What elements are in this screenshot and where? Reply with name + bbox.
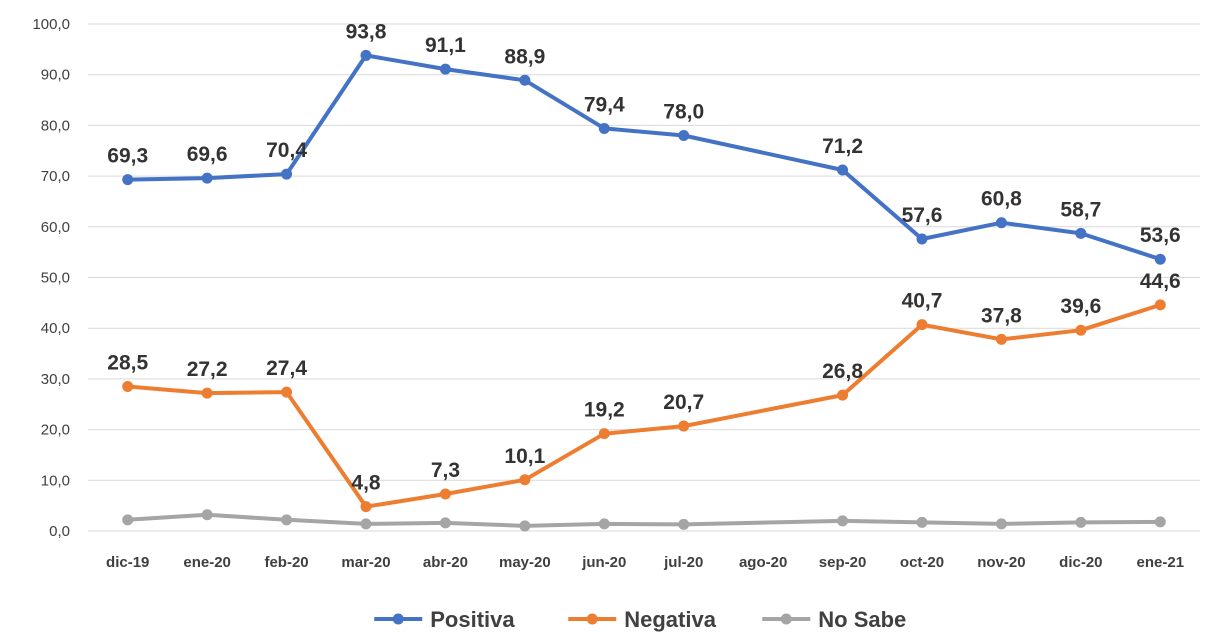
data-point (1075, 324, 1087, 336)
data-label: 44,6 (1140, 270, 1181, 293)
data-point (995, 518, 1007, 530)
data-point (201, 509, 213, 521)
x-tick-label: abr-20 (423, 554, 468, 571)
data-label: 26,8 (822, 360, 863, 383)
data-point (837, 515, 849, 527)
data-label: 28,5 (107, 352, 148, 375)
y-tick-label: 60,0 (41, 219, 70, 236)
data-point (995, 217, 1007, 229)
data-label: 53,6 (1140, 224, 1181, 247)
data-point (598, 428, 610, 440)
data-label: 20,7 (663, 391, 704, 414)
data-label: 58,7 (1060, 198, 1101, 221)
data-label: 69,3 (107, 145, 148, 168)
x-tick-label: feb-20 (264, 554, 308, 571)
data-point (1154, 253, 1166, 265)
data-point (201, 172, 213, 184)
data-label: 7,3 (431, 459, 460, 482)
x-tick-label: sep-20 (819, 554, 867, 571)
y-tick-label: 80,0 (41, 117, 70, 134)
data-point (678, 130, 690, 142)
data-point (281, 386, 293, 398)
data-label: 79,4 (584, 93, 625, 116)
data-label: 4,8 (351, 472, 381, 495)
data-point (598, 518, 610, 530)
data-point (1075, 227, 1087, 239)
data-point (837, 389, 849, 401)
data-label: 69,6 (187, 143, 228, 166)
data-point (122, 514, 134, 526)
series-line (125, 302, 1163, 509)
x-tick-label: nov-20 (977, 554, 1025, 571)
data-label: 88,9 (504, 45, 545, 68)
data-point (1075, 516, 1087, 528)
data-point (1154, 516, 1166, 528)
legend-marker (780, 613, 792, 625)
data-label: 93,8 (346, 20, 387, 43)
data-point (916, 233, 928, 245)
data-label: 57,6 (902, 204, 943, 227)
data-point (519, 74, 531, 86)
data-label: 60,8 (981, 188, 1022, 211)
data-point (519, 520, 531, 532)
legend-marker (586, 613, 598, 625)
data-point (1154, 299, 1166, 311)
data-point (201, 387, 213, 399)
y-tick-label: 0,0 (49, 523, 70, 540)
x-tick-label: dic-20 (1059, 554, 1102, 571)
legend-marker (392, 613, 404, 625)
data-label: 91,1 (425, 34, 466, 57)
data-label: 10,1 (504, 445, 545, 468)
legend-label: Negativa (624, 607, 716, 632)
x-tick-label: mar-20 (341, 554, 390, 571)
data-label: 39,6 (1060, 295, 1101, 318)
data-label: 37,8 (981, 304, 1022, 327)
data-label: 19,2 (584, 399, 625, 422)
y-tick-label: 50,0 (41, 270, 70, 287)
y-tick-label: 70,0 (41, 168, 70, 185)
y-tick-label: 90,0 (41, 67, 70, 84)
data-point (916, 319, 928, 331)
y-tick-label: 20,0 (41, 422, 70, 439)
data-point (678, 518, 690, 530)
data-point (519, 474, 531, 486)
data-point (439, 517, 451, 529)
data-label: 27,2 (187, 358, 228, 381)
data-point (916, 516, 928, 528)
data-point (122, 174, 134, 186)
y-tick-label: 30,0 (41, 371, 70, 388)
legend-label: No Sabe (818, 607, 906, 632)
data-label: 40,7 (902, 290, 943, 313)
x-tick-label: ene-20 (183, 554, 231, 571)
data-point (678, 420, 690, 432)
y-tick-label: 40,0 (41, 320, 70, 337)
x-tick-label: jul-20 (663, 554, 703, 571)
x-tick-label: may-20 (499, 554, 551, 571)
y-tick-label: 10,0 (41, 472, 70, 489)
data-point (439, 63, 451, 75)
data-point (360, 518, 372, 530)
data-point (439, 488, 451, 500)
x-tick-label: jun-20 (581, 554, 626, 571)
data-label: 78,0 (663, 101, 704, 124)
data-point (360, 501, 372, 513)
data-point (837, 164, 849, 176)
x-tick-label: dic-19 (106, 554, 149, 571)
data-label: 27,4 (266, 357, 307, 380)
data-point (281, 168, 293, 180)
legend-label: Positiva (430, 607, 515, 632)
data-point (995, 333, 1007, 345)
data-point (360, 49, 372, 61)
data-label: 70,4 (266, 139, 307, 162)
y-tick-label: 100,0 (32, 16, 70, 33)
data-point (598, 122, 610, 134)
x-tick-label: ene-21 (1137, 554, 1185, 571)
x-tick-label: ago-20 (739, 554, 787, 571)
x-tick-label: oct-20 (900, 554, 944, 571)
data-label: 71,2 (822, 135, 863, 158)
data-point (281, 514, 293, 526)
data-point (122, 381, 134, 393)
